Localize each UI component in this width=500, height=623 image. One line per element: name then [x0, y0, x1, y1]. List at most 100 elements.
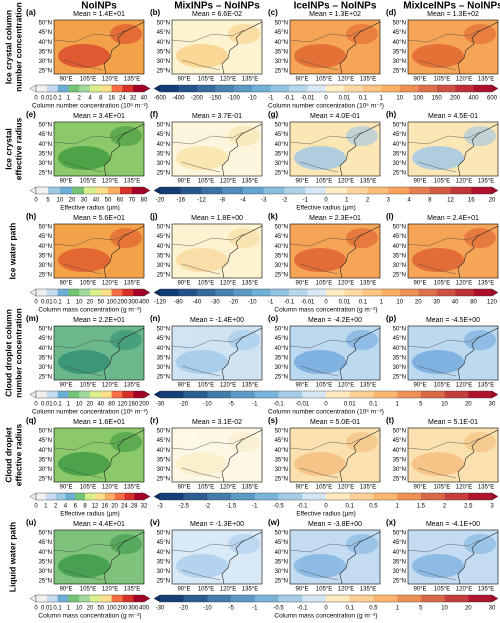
map [54, 326, 144, 380]
lat-label: 25°N [39, 69, 52, 75]
map-field [412, 452, 464, 476]
colorbar-segment [100, 391, 112, 398]
lat-label: 45°N [39, 132, 52, 138]
colorbar-tick-label: -200 [191, 96, 204, 102]
panel-mean: Mean = 1.4E+01 [73, 11, 125, 18]
map-field [292, 533, 316, 547]
lat-label: 30°N [275, 263, 288, 269]
panel-mean: Mean = 5.0E-01 [310, 419, 360, 426]
lat-label: 40°N [393, 40, 406, 46]
lon-label: 135°E [360, 383, 376, 389]
border [172, 539, 245, 581]
panel-mean: Mean = -4.2E+00 [308, 317, 362, 324]
colorbar-tick-label: 3 [490, 504, 494, 510]
colorbar-tick-label: 1 [395, 504, 399, 510]
panel-mean: Mean = 5.6E+01 [73, 215, 125, 222]
colorbar-tick-label: 10 [76, 300, 83, 306]
colorbar-end [153, 84, 161, 93]
colorbar-segment [397, 595, 422, 602]
colorbar-segment [302, 493, 327, 500]
colorbar-segment [207, 493, 232, 500]
colorbar-segment [90, 289, 101, 296]
lon-label: 120°E [102, 383, 118, 389]
map-field [292, 125, 316, 139]
colorbar-segment [55, 493, 66, 500]
lon-label: 105°E [80, 77, 96, 83]
map-field [464, 228, 496, 248]
colorbar-segment [60, 187, 73, 194]
colorbar-tick-label: 0 [34, 606, 38, 612]
map [54, 224, 144, 278]
colorbar-segment [36, 595, 47, 602]
colorbar-frame [159, 594, 493, 603]
colorbar-segment [132, 187, 145, 194]
map-field [228, 228, 260, 248]
map-field [58, 44, 110, 68]
coastline [457, 429, 498, 482]
colorbar-segment [270, 289, 290, 296]
coastline [221, 21, 262, 74]
colorbar-segment [133, 289, 145, 296]
colorbar-tick-label: 400 [139, 606, 150, 612]
lat-label: 35°N [393, 559, 406, 565]
colorbar-tick-label: 1 [395, 606, 399, 612]
colorbar-segment [326, 187, 347, 194]
colorbar-tick-label: 0 [324, 96, 328, 102]
colorbar-frame [159, 186, 493, 195]
lon-label: 120°E [338, 485, 354, 491]
colorbar-segment [57, 85, 69, 92]
colorbar-tick-label: 200 [117, 606, 128, 612]
colorbar-tick-label: 1 [44, 504, 48, 510]
lon-label: 135°E [360, 281, 376, 287]
map-field [110, 432, 142, 452]
lat-label: 45°N [393, 132, 406, 138]
colorbar-tick-label: 10 [396, 96, 403, 102]
map-field [56, 431, 80, 445]
lat-label: 45°N [39, 438, 52, 444]
column-header: IceINPs – NoINPs [294, 1, 377, 12]
colorbar-tick-label: 80 [141, 198, 148, 204]
map-field [294, 554, 346, 578]
lat-label: 40°N [275, 244, 288, 250]
map-frame [171, 223, 263, 279]
lon-label: 105°E [198, 383, 214, 389]
lon-label: 135°E [242, 485, 258, 491]
row-label: effective radius [13, 424, 23, 487]
colorbar-tick-label: -3 [261, 198, 267, 204]
colorbar-segment [90, 85, 101, 92]
map-frame [53, 529, 145, 585]
colorbar-segment [79, 289, 91, 296]
coastline [339, 429, 380, 482]
colorbar-segment [124, 493, 135, 500]
lon-label: 90°E [59, 485, 72, 491]
lat-label: 45°N [39, 30, 52, 36]
colorbar-tick-label: 0 [324, 606, 328, 612]
lat-label: 45°N [275, 540, 288, 546]
colorbar-tick-label: 1.5 [417, 504, 426, 510]
coastline [457, 327, 498, 380]
colorbar-tick-label: 0 [34, 504, 38, 510]
colorbar-tick-label: 40 [141, 96, 148, 102]
map-field [292, 227, 316, 241]
panel-letter: (j) [150, 212, 158, 221]
colorbar-segment [196, 85, 216, 92]
lat-label: 25°N [393, 477, 406, 483]
map-field [346, 24, 378, 44]
lat-label: 35°N [275, 49, 288, 55]
colorbar-end [29, 288, 37, 297]
map-field [58, 350, 110, 374]
map-field [174, 23, 198, 37]
lon-label: 135°E [242, 179, 258, 185]
lat-label: 30°N [39, 263, 52, 269]
colorbar-tick-label: 12 [92, 504, 99, 510]
colorbar-tick-label: 0.1 [53, 402, 62, 408]
colorbar-segment [473, 85, 493, 92]
map-field [176, 44, 228, 68]
lat-label: 30°N [275, 569, 288, 575]
lat-label: 25°N [393, 69, 406, 75]
colorbar-segment [111, 85, 123, 92]
panel-letter: (d) [386, 8, 397, 17]
colorbar-segment [100, 289, 112, 296]
colorbar-segment [46, 391, 58, 398]
